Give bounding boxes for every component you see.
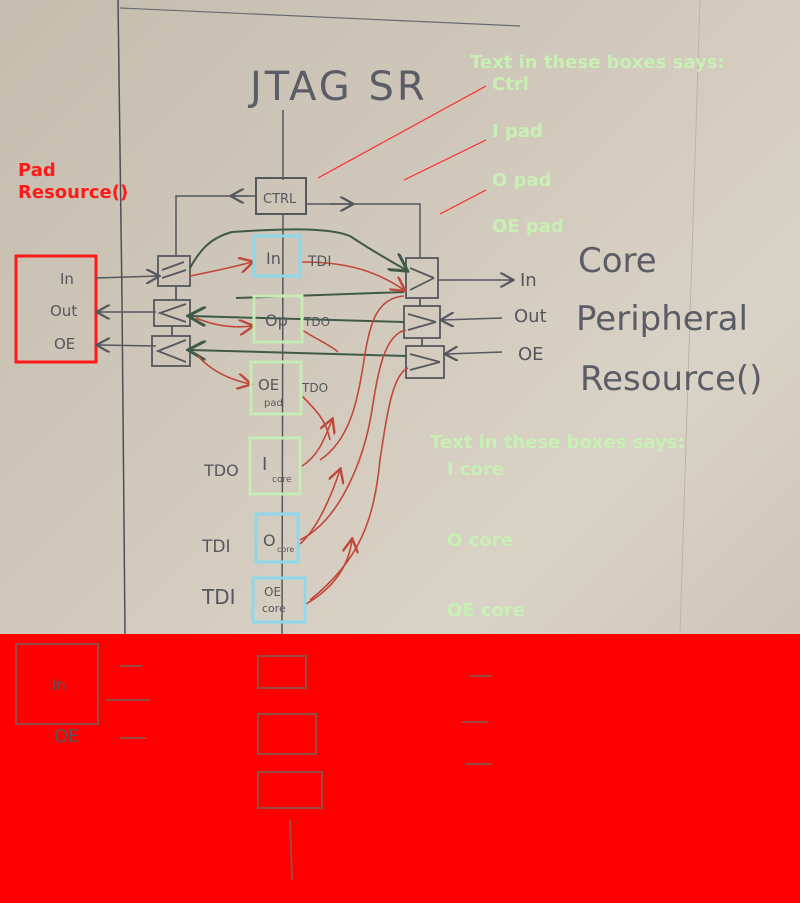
top-item-o-pad: O pad (492, 170, 552, 191)
tdi-label-3: TDI (201, 585, 236, 609)
left-mux-column (151, 255, 191, 367)
bottom-pad-in: In (52, 676, 66, 694)
pad-in-wire (95, 276, 158, 278)
chain-box-oe-pad (249, 360, 303, 416)
chain-box-in-pad-label: In (266, 249, 281, 268)
pointer-o-pad (439, 189, 487, 215)
green-data-wires (190, 228, 406, 356)
lower-boxes-heading: Text in these boxes says: (430, 432, 685, 453)
core-label-out: Out (514, 306, 547, 327)
ctrl-label: CTRL (263, 192, 297, 207)
core-out-wire (442, 318, 503, 320)
paper-edge-left (117, 0, 126, 635)
tdo-label-3: TDO (203, 461, 239, 480)
chain-box-i-core (248, 436, 302, 496)
lower-item-i-core: I core (447, 459, 505, 480)
pad-resource-annotation-line-2: Resource() (18, 181, 129, 203)
chain-box-in-pad (252, 234, 302, 278)
sketch-paper-background (0, 0, 800, 634)
chain-box-oe-core-line2: core (262, 602, 286, 615)
jtag-sr-title: JTAG SR (247, 64, 428, 110)
chain-box-o-pad (252, 294, 304, 344)
top-item-ctrl: Ctrl (492, 74, 529, 95)
chain-box-i-core-line1: I (262, 454, 267, 475)
right-mux-column (403, 257, 445, 379)
lower-item-o-core: O core (447, 530, 513, 551)
redacted-region (0, 634, 800, 903)
chain-box-i-core-line2: core (272, 475, 292, 485)
chain-box-o-pad-label: Op (265, 311, 288, 330)
chain-box-oe-pad-line1: OE (258, 376, 279, 394)
tdi-label-2: TDI (201, 537, 231, 557)
bottom-pad-oe: OE (54, 726, 80, 747)
paper-edge-top (119, 7, 521, 27)
paper-crease (679, 0, 701, 635)
pad-resource-annotation-line-1: Pad (18, 160, 56, 181)
pad-resource-annotation: Pad Resource() (18, 160, 128, 203)
chain-box-o-core-line1: O (263, 531, 276, 550)
top-item-oe-pad: OE pad (492, 216, 564, 237)
chain-box-oe-pad-line2: pad (264, 398, 283, 409)
main-vertical-wire (281, 110, 284, 635)
pointer-ctrl (317, 85, 487, 179)
top-boxes-heading: Text in these boxes says: (470, 52, 725, 73)
core-title-line-2: Peripheral (576, 299, 748, 339)
pad-label-in: In (60, 270, 74, 288)
core-label-oe: OE (518, 344, 544, 365)
core-title-line-1: Core (578, 241, 657, 281)
tdo-label-2: TDO (301, 381, 328, 395)
pad-label-out: Out (50, 302, 77, 320)
top-item-i-pad: I pad (492, 121, 543, 142)
pad-oe-wire (98, 345, 157, 346)
tdi-label-1: TDI (307, 254, 331, 270)
pointer-i-pad (403, 139, 487, 181)
chain-box-o-core-line2: core (277, 545, 294, 554)
tdo-label-1: TDO (303, 315, 330, 329)
chain-box-o-core (254, 512, 300, 564)
lower-item-oe-core: OE core (447, 600, 525, 621)
core-title-line-3: Resource() (580, 359, 762, 399)
chain-box-oe-core (251, 576, 307, 624)
ctrl-bus-left (175, 195, 256, 256)
red-scan-wires (189, 262, 409, 605)
core-label-in: In (520, 270, 537, 291)
pad-label-oe: OE (54, 335, 75, 353)
core-oe-wire (446, 352, 503, 354)
redacted-residue (15, 643, 492, 881)
chain-box-oe-core-line1: OE (264, 585, 281, 599)
